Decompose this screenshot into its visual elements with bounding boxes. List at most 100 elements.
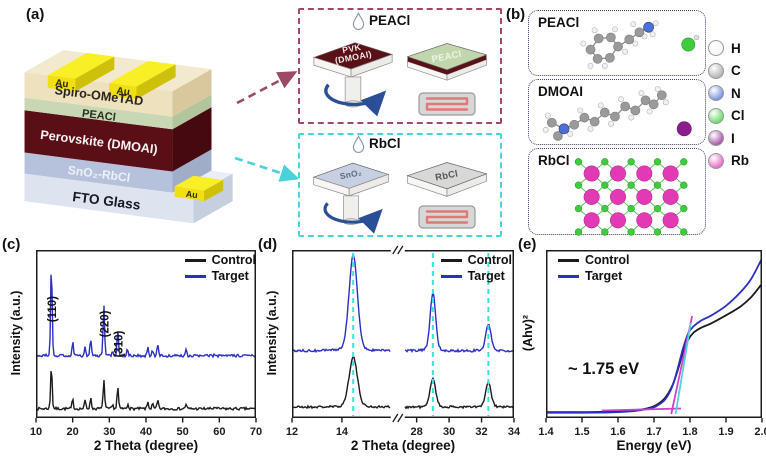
chart-legend: Control Target [184, 253, 256, 283]
plot-area [292, 252, 514, 410]
legend-row: N [708, 85, 749, 101]
spiro-side-face [172, 69, 212, 117]
process-title: PEACl [369, 13, 411, 28]
x-tick-label: 1.8 [682, 426, 697, 438]
legend-row: H [708, 40, 749, 56]
legend-item: Control [184, 253, 256, 267]
au-label: Au [116, 86, 131, 99]
legend-item: Control [440, 253, 512, 267]
x-tick-label: 60 [213, 426, 225, 438]
atom-sphere-c [708, 62, 724, 79]
legend-swatch [558, 258, 579, 262]
structure-title: PEACl [538, 15, 580, 30]
legend-swatch [558, 274, 579, 278]
fit-line [601, 407, 682, 412]
x-tick-label: 1.5 [574, 426, 589, 438]
spin-coater: SnO₂ [312, 162, 390, 234]
x-tick-label: 1.4 [538, 426, 554, 438]
legend-row: Rb [708, 152, 749, 169]
series-target [546, 257, 762, 414]
rotation-arrow [323, 202, 383, 234]
hotplate-icon [418, 92, 476, 116]
panel-e-label: (e) [518, 236, 537, 253]
svg-text:SnO₂: SnO₂ [339, 167, 363, 181]
x-tick-label: 12 [286, 426, 298, 438]
y-axis-label: Intensity (a.u.) [9, 290, 23, 376]
axis-break [392, 413, 399, 423]
atom-sphere-cl [708, 107, 724, 124]
axes-box [36, 250, 256, 418]
atom-sphere-h [708, 40, 724, 56]
panel-d-xrd-zoom: (d) Intensity (a.u.) 12 14 28 30 32 34 2 Thet… [258, 236, 521, 461]
bandgap-annotation: ~ 1.75 eV [568, 360, 640, 378]
peacl-molecule [580, 20, 700, 69]
rbcl-process-box: RbCl SnO₂ RbCl [298, 133, 502, 237]
plot-area [546, 257, 762, 415]
x-tick-label: 34 [508, 426, 521, 438]
dmoai-molecule [542, 86, 692, 141]
x-tick-label: 14 [336, 426, 349, 438]
panel-a-label: (a) [26, 6, 45, 23]
au-bar [109, 83, 137, 100]
xrd-chart-zoom: 12 14 28 30 32 34 [286, 245, 521, 438]
axis-break [392, 245, 399, 255]
au-pad [174, 186, 205, 202]
au-bar [47, 53, 115, 79]
peacl-front-face [24, 97, 173, 130]
perovskite-side-face [172, 107, 212, 172]
axis-break [397, 413, 404, 423]
sno2-front-face [24, 152, 173, 193]
peak-label: (220) [99, 310, 111, 337]
series-target [36, 274, 256, 359]
x-axis-label: Energy (eV) [616, 438, 692, 453]
x-tick-label: 1.6 [610, 426, 625, 438]
series-control [293, 355, 514, 410]
legend-item: Target [558, 269, 629, 283]
droplet-icon [352, 134, 365, 153]
panel-c-label: (c) [2, 236, 21, 253]
structure-title: RbCl [538, 153, 570, 168]
legend-row: C [708, 62, 749, 79]
x-tick-label: 32 [475, 426, 487, 438]
au-bar [75, 56, 115, 92]
svg-text:RbCl: RbCl [434, 167, 459, 182]
x-tick-label: 20 [67, 426, 79, 438]
hotplate-icon [418, 205, 476, 229]
axes-box [546, 250, 762, 418]
sno2-side-face [172, 149, 212, 193]
legend-swatch [184, 274, 206, 278]
atom-sphere-n [708, 85, 724, 101]
device-stack-diagram: Au Au Au Spiro-OMeTAD PEACl Perovskite (… [24, 50, 233, 224]
peacl-side-face [172, 94, 212, 130]
axis-break [397, 245, 404, 255]
x-tick-label: 10 [30, 426, 42, 438]
au-pad [174, 175, 224, 191]
peacl-structure-box: PEACl [528, 10, 706, 76]
legend-row: Cl [708, 107, 749, 124]
peacl-process-box: PEACl PVK(DMOAI) PEACl [298, 8, 502, 124]
x-tick-label: 28 [411, 426, 423, 438]
chart-legend: Control Target [558, 253, 629, 283]
panel-d-label: (d) [258, 236, 278, 253]
au-pad [204, 180, 224, 202]
droplet-icon [352, 11, 365, 30]
process-arrows [234, 71, 300, 182]
chart-legend: Control Target [440, 253, 512, 283]
rotation-arrow [324, 83, 387, 117]
rbcl-structure-box: RbCl [528, 148, 706, 236]
au-bar [47, 75, 76, 92]
legend-item: Target [184, 269, 256, 283]
coated-substrate: PEACl [406, 43, 488, 81]
perovskite-front-face [24, 110, 173, 172]
atom-sphere-rb [708, 152, 724, 169]
y-axis-label: (Ahv)² [521, 314, 535, 352]
x-tick-label: 40 [140, 426, 152, 438]
x-tick-label: 50 [177, 426, 189, 438]
series-control [36, 370, 256, 412]
legend-swatch [440, 274, 462, 278]
structure-title: DMOAI [538, 84, 583, 99]
atom-sphere-i [708, 130, 724, 146]
legend-row: I [708, 130, 749, 146]
y-axis-label: Intensity (a.u.) [265, 290, 279, 376]
legend-swatch [184, 258, 206, 262]
